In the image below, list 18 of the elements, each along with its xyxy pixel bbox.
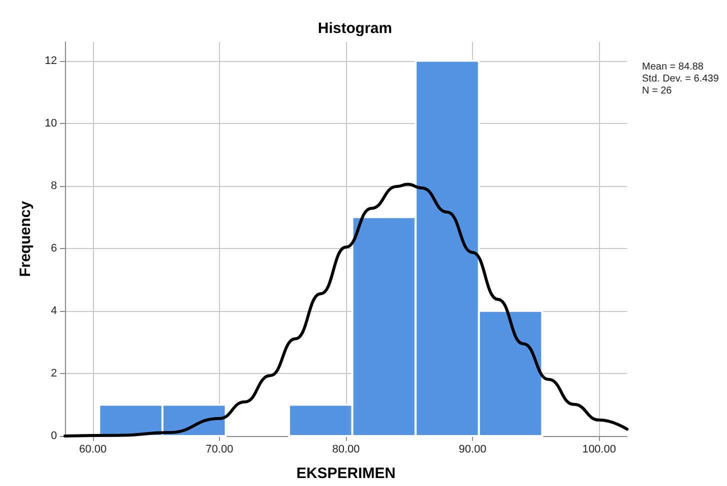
- y-tick-label: 8: [50, 180, 57, 192]
- text: Mean = 84.88: [642, 62, 704, 72]
- y-tick-label: 0: [50, 430, 57, 442]
- y-tick-label: 6: [50, 242, 57, 254]
- x-axis-title: EKSPERIMEN: [296, 465, 396, 482]
- x-tick-label: 80.00: [332, 444, 360, 456]
- y-tick-label: 4: [50, 304, 57, 317]
- y-axis-title: Frequency: [17, 200, 34, 277]
- x-tick-label: 60.00: [79, 444, 107, 456]
- y-tick-label: 2: [50, 367, 57, 380]
- text: Std. Dev. = 6.439: [642, 74, 720, 84]
- x-tick-label: 100.00: [582, 444, 616, 456]
- x-tick-label: 70.00: [206, 444, 234, 456]
- y-tick-label: 10: [44, 117, 57, 130]
- x-tick-label: 90.00: [458, 444, 486, 456]
- y-tick-label: 12: [44, 54, 57, 67]
- text: N = 26: [642, 86, 672, 96]
- chart-title: Histogram: [318, 20, 392, 37]
